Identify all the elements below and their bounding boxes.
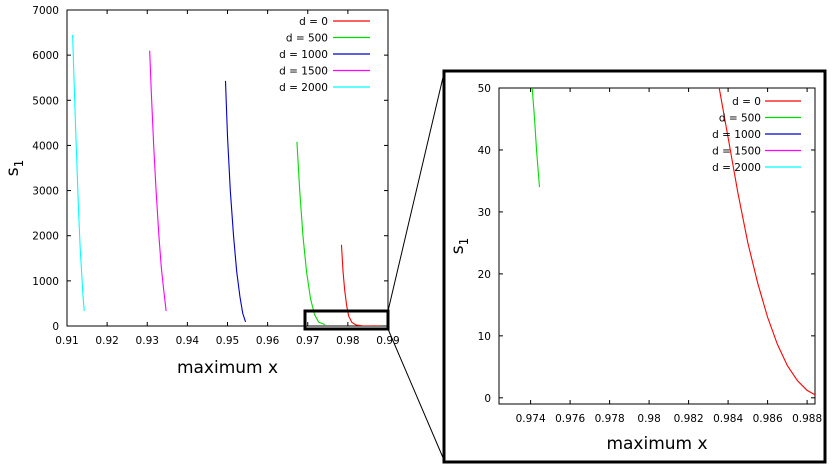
zoom-connector-line: [387, 72, 445, 312]
x-tick-label: 0.98: [637, 413, 660, 425]
y-tick-label: 50: [478, 83, 491, 95]
x-axis-title: maximum x: [606, 434, 707, 454]
series-line-2: [224, 80, 247, 323]
x-tick-label: 0.91: [55, 335, 78, 347]
legend-label: d = 0: [732, 96, 761, 108]
y-tick-label: 3000: [32, 186, 59, 198]
x-tick-label: 0.95: [216, 335, 239, 347]
y-axis-title-subscript: 1: [457, 238, 471, 246]
legend-label: d = 500: [719, 113, 761, 125]
y-tick-label: 6000: [32, 50, 59, 62]
y-axis-title: s1: [448, 238, 471, 255]
x-tick-label: 0.99: [376, 335, 399, 347]
x-tick-label: 0.97: [296, 335, 319, 347]
y-tick-label: 0: [484, 393, 491, 405]
y-tick-label: 2000: [32, 231, 59, 243]
zoom-connectors: [387, 72, 445, 461]
series-line-1: [296, 141, 326, 325]
x-tick-label: 0.978: [595, 413, 625, 425]
series-line-0: [718, 88, 815, 396]
x-tick-label: 0.988: [792, 413, 822, 425]
zoom-inset-chart: 0.974 0.976 0.978 0.98 0.982 0.984 0.986 0.988 0…: [442, 69, 827, 464]
plot-frame: [66, 9, 389, 327]
x-tick-label: 0.98: [336, 335, 359, 347]
y-axis-title-main: s: [448, 245, 468, 254]
main-chart: 0.91 0.92 0.93 0.94 0.95 0.96 0.97 0.98 0.99 0 100…: [3, 5, 400, 378]
x-tick-label: 0.96: [256, 335, 280, 347]
y-tick-label: 7000: [32, 5, 59, 17]
x-tick-label: 0.92: [95, 335, 118, 347]
y-axis-title-main: s: [3, 167, 23, 176]
y-tick-label: 10: [478, 331, 491, 343]
x-axis-title: maximum x: [177, 358, 278, 378]
y-axis-title: s1: [3, 160, 26, 177]
x-tick-label: 0.94: [176, 335, 200, 347]
x-tick-label: 0.974: [516, 413, 546, 425]
y-axis-title-text: s1: [3, 160, 26, 177]
y-tick-label: 40: [478, 145, 491, 157]
legend-label: d = 1500: [712, 146, 761, 158]
x-tick-label: 0.984: [713, 413, 743, 425]
zoom-region-box: [303, 309, 390, 331]
legend-label: d = 2000: [279, 82, 328, 94]
y-tick-label: 0: [52, 321, 59, 333]
y-tick-label: 30: [478, 207, 491, 219]
y-tick-label: 20: [478, 269, 491, 281]
legend-label: d = 0: [299, 16, 328, 28]
y-axis-title-subscript: 1: [12, 160, 26, 168]
zoom-connector-line: [387, 328, 445, 461]
x-tick-label: 0.986: [753, 413, 783, 425]
series-line-3: [149, 50, 167, 312]
y-axis-title-text: s1: [448, 238, 471, 255]
legend-label: d = 500: [286, 33, 328, 45]
plot-frame: [498, 87, 816, 405]
y-tick-label: 4000: [32, 140, 59, 152]
x-tick-label: 0.982: [674, 413, 704, 425]
legend-label: d = 1500: [279, 66, 328, 78]
legend-label: d = 1000: [279, 49, 328, 61]
y-tick-label: 5000: [32, 95, 59, 107]
series-line-1: [531, 88, 541, 188]
legend-label: d = 1000: [712, 129, 761, 141]
inset-outer-frame: [442, 69, 827, 464]
x-tick-label: 0.976: [555, 413, 585, 425]
legend-label: d = 2000: [712, 162, 761, 174]
y-tick-label: 1000: [32, 276, 59, 288]
series-line-4: [72, 34, 85, 312]
x-tick-label: 0.93: [136, 335, 159, 347]
series-line-0: [340, 244, 380, 326]
